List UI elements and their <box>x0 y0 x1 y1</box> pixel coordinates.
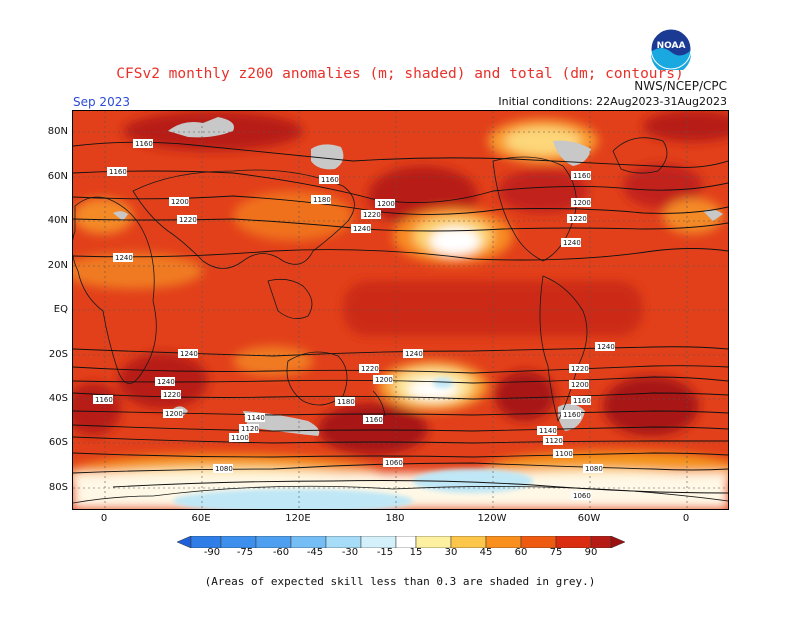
colorbar-label: 90 <box>584 547 598 558</box>
contour-label: 1120 <box>545 437 563 445</box>
colorbar-label: -15 <box>376 547 394 558</box>
noaa-logo-text: NOAA <box>657 41 686 51</box>
contour-label: 1240 <box>353 225 371 233</box>
contour-label: 1200 <box>573 199 591 207</box>
contour-label: 1100 <box>555 450 573 458</box>
contour-label: 1060 <box>385 459 403 467</box>
lon-label-60w: 60W <box>577 513 601 524</box>
contour-label: 1240 <box>157 378 175 386</box>
contour-label: 1160 <box>563 411 581 419</box>
lon-label-120w: 120W <box>477 513 507 524</box>
colorbar-label: -60 <box>272 547 290 558</box>
contour-label: 1240 <box>180 350 198 358</box>
colorbar-left-arrow <box>177 536 192 548</box>
lon-label-0: 0 <box>100 513 108 524</box>
contour-label: 1120 <box>241 425 259 433</box>
valid-month: Sep 2023 <box>73 95 130 109</box>
lat-label-80s: 80S <box>48 482 68 493</box>
contour-label: 1160 <box>135 140 153 148</box>
contour-label: 1220 <box>361 365 379 373</box>
colorbar-label: 60 <box>514 547 528 558</box>
coastlines <box>73 137 728 504</box>
height-contours <box>73 141 728 494</box>
contour-label: 1220 <box>163 391 181 399</box>
colorbar-label: -30 <box>341 547 359 558</box>
noaa-logo: NOAA <box>650 28 692 70</box>
contour-label: 1220 <box>569 215 587 223</box>
lon-label-0-east: 0 <box>682 513 690 524</box>
lat-label-40s: 40S <box>48 393 68 404</box>
contour-label: 1200 <box>171 198 189 206</box>
colorbar-right-arrow <box>610 536 625 548</box>
lon-label-180: 180 <box>385 513 405 524</box>
contour-label: 1240 <box>597 343 615 351</box>
contour-label: 1160 <box>573 397 591 405</box>
contour-label: 1160 <box>95 396 113 404</box>
lat-label-20s: 20S <box>48 349 68 360</box>
agency-label: NWS/NCEP/CPC <box>634 79 727 93</box>
lat-label-80n: 80N <box>47 126 68 137</box>
lat-label-60n: 60N <box>47 171 68 182</box>
contour-label: 1240 <box>405 350 423 358</box>
contour-label: 1080 <box>585 465 603 473</box>
colorbar <box>177 536 625 548</box>
contour-label: 1220 <box>179 216 197 224</box>
contour-label: 1140 <box>539 427 557 435</box>
contour-label: 1220 <box>571 365 589 373</box>
contour-label: 1060 <box>573 492 591 500</box>
contour-label: 1200 <box>377 200 395 208</box>
colorbar-label: 30 <box>444 547 458 558</box>
contour-label: 1160 <box>573 172 591 180</box>
initial-conditions: Initial conditions: 22Aug2023-31Aug2023 <box>498 95 727 108</box>
contour-label: 1100 <box>231 434 249 442</box>
contour-label: 1160 <box>365 416 383 424</box>
skill-note: (Areas of expected skill less than 0.3 a… <box>204 575 596 588</box>
chart-title: CFSv2 monthly z200 anomalies (m; shaded)… <box>116 66 684 82</box>
contour-label: 1140 <box>247 414 265 422</box>
graticule <box>73 111 728 509</box>
map-svg: 1160 1160 1200 1220 1240 1160 1180 1200 … <box>73 111 728 509</box>
contour-label: 1180 <box>313 196 331 204</box>
colorbar-label: 15 <box>409 547 423 558</box>
colorbar-label: -45 <box>306 547 324 558</box>
contour-label: 1240 <box>563 239 581 247</box>
lat-label-40n: 40N <box>47 215 68 226</box>
contour-label: 1240 <box>115 254 133 262</box>
contour-label: 1160 <box>109 168 127 176</box>
lat-label-20n: 20N <box>47 260 68 271</box>
lat-label-eq: EQ <box>53 304 68 315</box>
contour-labels: 1160 1160 1200 1220 1240 1160 1180 1200 … <box>93 139 615 500</box>
lon-label-60e: 60E <box>191 513 211 524</box>
contour-label: 1080 <box>215 465 233 473</box>
contour-label: 1160 <box>321 176 339 184</box>
contour-label: 1200 <box>571 381 589 389</box>
colorbar-label: 45 <box>479 547 493 558</box>
contour-label: 1180 <box>337 398 355 406</box>
lat-label-60s: 60S <box>48 437 68 448</box>
colorbar-label: 75 <box>549 547 563 558</box>
colorbar-label: -75 <box>236 547 254 558</box>
contour-label: 1220 <box>363 211 381 219</box>
contour-label: 1200 <box>165 410 183 418</box>
lon-label-120e: 120E <box>285 513 311 524</box>
anomaly-map: 1160 1160 1200 1220 1240 1160 1180 1200 … <box>72 110 729 510</box>
contour-label: 1200 <box>375 376 393 384</box>
colorbar-label: -90 <box>203 547 221 558</box>
